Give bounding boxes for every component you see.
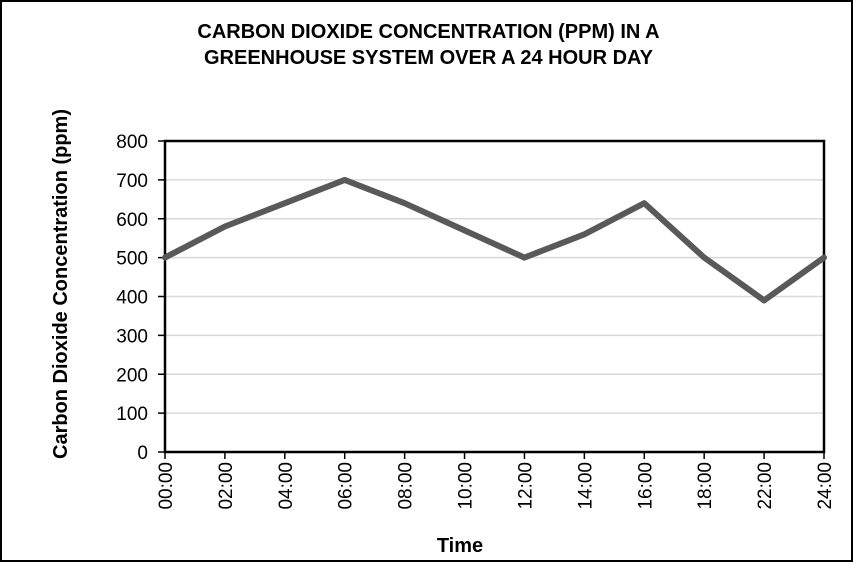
data-point: [583, 233, 585, 235]
x-tick-label: 04:00: [276, 462, 297, 510]
y-tick-label: 0: [137, 443, 148, 464]
x-tick-label: 00:00: [156, 462, 177, 510]
x-tick-label: 24:00: [815, 462, 836, 510]
x-tick-label: 14:00: [575, 462, 596, 510]
y-tick-label: 400: [116, 288, 148, 309]
data-point: [823, 257, 825, 259]
x-tick-label: 06:00: [336, 462, 357, 510]
y-axis-title: Carbon Dioxide Concentration (ppm): [50, 109, 72, 459]
y-tick-label: 300: [116, 326, 148, 347]
chart-title-line-2: GREENHOUSE SYSTEM OVER A 24 HOUR DAY: [204, 47, 653, 69]
x-tick-label: 12:00: [515, 462, 536, 510]
data-point: [164, 257, 166, 259]
chart-title-line-1: CARBON DIOXIDE CONCENTRATION (PPM) IN A: [197, 21, 660, 43]
y-tick-label: 200: [116, 365, 148, 386]
data-point: [464, 229, 466, 231]
y-tick-label: 600: [116, 210, 148, 231]
data-point: [643, 202, 645, 204]
x-tick-label: 18:00: [695, 462, 716, 510]
x-tick-label: 22:00: [755, 462, 776, 510]
x-axis-title: Time: [437, 535, 483, 557]
data-point: [763, 299, 765, 301]
x-tick-label: 10:00: [456, 462, 477, 510]
data-point: [523, 257, 525, 259]
y-tick-label: 700: [116, 171, 148, 192]
chart-title: CARBON DIOXIDE CONCENTRATION (PPM) IN A …: [2, 19, 853, 71]
data-point: [224, 226, 226, 228]
x-tick-label: 02:00: [216, 462, 237, 510]
data-point: [344, 179, 346, 181]
series-group: [162, 176, 827, 304]
data-point: [284, 202, 286, 204]
data-point: [703, 257, 705, 259]
gridlines: [165, 179, 824, 414]
y-tick-label: 500: [116, 249, 148, 270]
data-point: [404, 202, 406, 204]
x-tick-label: 16:00: [635, 462, 656, 510]
y-axis-ticks: 0 100 200 300 400 500 600 700 800: [116, 132, 165, 464]
x-axis-ticks: 00:00 02:00 04:00 06:00 08:00 10:00 12:00 14:00…: [156, 452, 836, 510]
series-line: [162, 176, 827, 304]
y-tick-label: 800: [116, 132, 148, 153]
y-tick-label: 100: [116, 404, 148, 425]
x-tick-label: 08:00: [396, 462, 417, 510]
